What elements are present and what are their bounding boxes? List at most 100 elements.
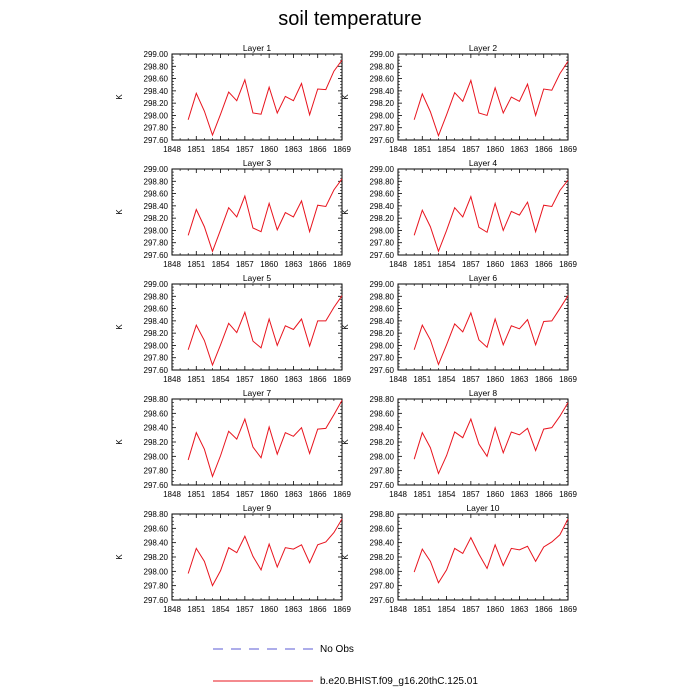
y-tick-label: 297.80 <box>370 124 395 133</box>
y-tick-label: 298.60 <box>370 524 395 533</box>
y-tick-label: 299.00 <box>144 165 169 174</box>
panel-3: Layer 3 K 297.60 297.80 298.00 298.20 298.40 29… <box>115 158 351 269</box>
panel-title: Layer 9 <box>243 503 272 513</box>
x-tick-label: 1869 <box>333 490 351 499</box>
y-tick-label: 298.60 <box>370 409 395 418</box>
x-tick-label: 1851 <box>413 605 431 614</box>
y-tick-label: 299.00 <box>370 280 395 289</box>
x-tick-label: 1851 <box>413 490 431 499</box>
y-tick-label: 298.40 <box>144 317 169 326</box>
x-tick-label: 1863 <box>285 605 303 614</box>
y-tick-label: 298.00 <box>370 341 395 350</box>
y-tick-label: 297.60 <box>144 596 169 605</box>
series-line <box>413 518 569 584</box>
y-tick-label: 298.00 <box>144 111 169 120</box>
y-tick-label: 298.80 <box>370 292 395 301</box>
x-tick-label: 1857 <box>462 490 480 499</box>
y-tick-label: 298.00 <box>144 226 169 235</box>
x-tick-label: 1857 <box>462 145 480 154</box>
y-tick-label: 298.80 <box>144 395 169 404</box>
legend: No Obs b.e20.BHIST.f09_g16.20thC.125.01 <box>213 644 478 687</box>
y-tick-label: 298.20 <box>144 553 169 562</box>
y-tick-label: 299.00 <box>370 50 395 59</box>
x-tick-label: 1860 <box>486 145 504 154</box>
x-tick-label: 1857 <box>236 145 254 154</box>
x-tick-label: 1869 <box>559 490 577 499</box>
x-tick-label: 1869 <box>559 375 577 384</box>
y-tick-label: 297.80 <box>370 582 395 591</box>
panel-7: Layer 7 K 297.60 297.80 298.00 298.20 298.40 29… <box>115 388 351 499</box>
y-tick-label: 298.40 <box>370 317 395 326</box>
y-tick-label: 298.80 <box>370 395 395 404</box>
panel-title: Layer 5 <box>243 273 272 283</box>
panel-6: Layer 6 K 297.60 297.80 298.00 298.20 298.40 29… <box>341 273 577 384</box>
plot-frame <box>171 398 343 486</box>
panel-10: Layer 10 K 297.60 297.80 298.00 298.20 298.40 2… <box>341 503 577 614</box>
y-axis-label: K <box>341 324 350 330</box>
y-tick-label: 298.60 <box>370 190 395 199</box>
y-tick-label: 298.40 <box>370 202 395 211</box>
panel-5: Layer 5 K 297.60 297.80 298.00 298.20 298.40 29… <box>115 273 351 384</box>
y-tick-label: 297.80 <box>144 239 169 248</box>
series-line <box>187 59 343 137</box>
x-tick-label: 1848 <box>389 490 407 499</box>
x-tick-label: 1860 <box>260 260 278 269</box>
series-line <box>187 178 343 253</box>
x-tick-label: 1854 <box>212 490 230 499</box>
y-tick-label: 297.60 <box>370 136 395 145</box>
y-tick-label: 298.80 <box>370 510 395 519</box>
x-tick-label: 1866 <box>309 145 327 154</box>
y-axis-label: K <box>341 554 350 560</box>
y-tick-label: 298.20 <box>370 438 395 447</box>
x-tick-label: 1863 <box>285 260 303 269</box>
x-tick-label: 1866 <box>309 375 327 384</box>
y-tick-label: 298.60 <box>144 409 169 418</box>
y-tick-label: 298.00 <box>370 226 395 235</box>
panel-title: Layer 3 <box>243 158 272 168</box>
x-tick-label: 1863 <box>285 375 303 384</box>
y-tick-label: 297.60 <box>370 251 395 260</box>
series-line <box>413 61 569 138</box>
x-tick-label: 1854 <box>212 260 230 269</box>
y-tick-label: 298.60 <box>144 305 169 314</box>
y-tick-label: 298.40 <box>144 87 169 96</box>
panel-1: Layer 1 K 297.60 297.80 298.00 298.20 298.40 29… <box>115 43 351 154</box>
panel-8: Layer 8 K 297.60 297.80 298.00 298.20 298.40 29… <box>341 388 577 499</box>
y-tick-label: 297.60 <box>144 481 169 490</box>
panel-title: Layer 6 <box>469 273 498 283</box>
series-line <box>413 402 569 475</box>
x-tick-label: 1854 <box>438 145 456 154</box>
y-tick-label: 298.20 <box>370 553 395 562</box>
y-tick-label: 298.20 <box>370 329 395 338</box>
x-tick-label: 1863 <box>285 490 303 499</box>
y-tick-label: 297.80 <box>370 467 395 476</box>
series-line <box>187 400 343 478</box>
x-tick-label: 1857 <box>236 260 254 269</box>
y-tick-label: 299.00 <box>144 280 169 289</box>
x-tick-label: 1848 <box>163 145 181 154</box>
series-line <box>187 518 343 587</box>
x-tick-label: 1854 <box>438 605 456 614</box>
y-tick-label: 297.60 <box>370 481 395 490</box>
x-tick-label: 1866 <box>535 375 553 384</box>
y-axis-label: K <box>341 209 350 215</box>
y-tick-label: 298.00 <box>144 452 169 461</box>
y-tick-label: 298.60 <box>144 190 169 199</box>
series-line <box>413 295 569 366</box>
plot-frame <box>171 513 343 601</box>
y-tick-label: 298.80 <box>144 292 169 301</box>
x-tick-label: 1857 <box>236 490 254 499</box>
x-tick-label: 1866 <box>535 145 553 154</box>
y-tick-label: 298.20 <box>144 438 169 447</box>
y-tick-label: 298.00 <box>370 111 395 120</box>
y-tick-label: 298.40 <box>370 87 395 96</box>
x-tick-label: 1857 <box>462 375 480 384</box>
x-tick-label: 1869 <box>333 260 351 269</box>
x-tick-label: 1866 <box>309 260 327 269</box>
figure-title: soil temperature <box>278 8 422 30</box>
x-tick-label: 1848 <box>389 145 407 154</box>
y-tick-label: 297.80 <box>144 467 169 476</box>
x-tick-label: 1860 <box>260 605 278 614</box>
y-tick-label: 298.80 <box>144 177 169 186</box>
x-tick-label: 1863 <box>511 260 529 269</box>
